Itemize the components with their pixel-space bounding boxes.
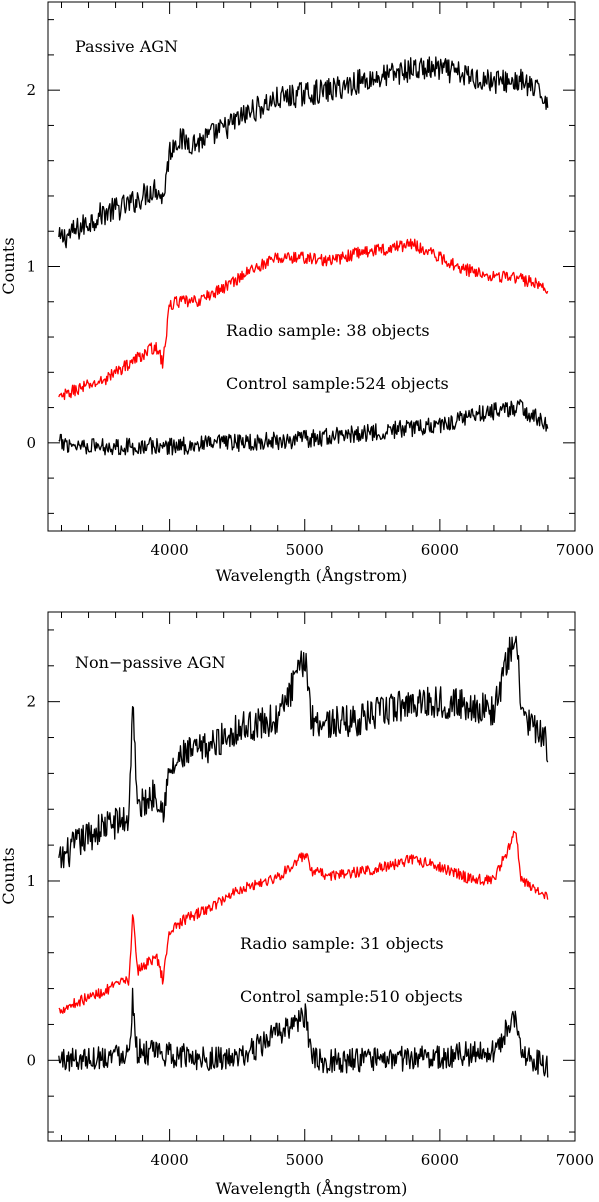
- control-sample-annotation: Control sample:524 objects: [226, 374, 449, 393]
- plot-frame: [47, 611, 576, 1142]
- x-tick-label: 5000: [286, 541, 324, 559]
- series-line-radio: [58, 238, 549, 401]
- y-tick-label: 1: [26, 258, 36, 276]
- y-tick-label: 1: [26, 872, 36, 890]
- x-tick-label: 5000: [286, 1151, 324, 1169]
- series-line-top: [58, 56, 549, 249]
- series-line-radio: [58, 830, 549, 1014]
- panel-passive-agn: 4000 5000 6000 7000 0 1 2 Wavelength (Ångstrom)…: [0, 1, 594, 585]
- panel-label: Non−passive AGN: [75, 653, 226, 672]
- y-tick-label: 2: [26, 693, 36, 711]
- x-tick-label: 6000: [421, 1151, 459, 1169]
- series-line-control: [58, 987, 549, 1078]
- panel-non-passive-agn: 4000 5000 6000 7000 0 1 2 Wavelength (Ångstrom)…: [0, 611, 594, 1198]
- y-axis-label: Counts: [0, 847, 18, 904]
- radio-sample-annotation: Radio sample: 31 objects: [240, 934, 444, 953]
- y-tick-label: 0: [26, 434, 36, 452]
- x-axis-label: Wavelength (Ångstrom): [216, 1178, 408, 1198]
- radio-sample-annotation: Radio sample: 38 objects: [226, 321, 430, 340]
- panel-label: Passive AGN: [75, 37, 178, 56]
- y-axis-label: Counts: [0, 237, 18, 294]
- x-tick-label: 4000: [151, 1151, 189, 1169]
- x-tick-label: 4000: [151, 541, 189, 559]
- series-line-control: [58, 399, 549, 456]
- x-tick-label: 7000: [556, 541, 594, 559]
- series-line-top: [58, 635, 549, 869]
- control-sample-annotation: Control sample:510 objects: [240, 987, 463, 1006]
- x-tick-label: 7000: [556, 1151, 594, 1169]
- y-tick-label: 2: [26, 81, 36, 99]
- y-tick-label: 0: [26, 1051, 36, 1069]
- x-axis-label: Wavelength (Ångstrom): [216, 565, 408, 585]
- x-tick-label: 6000: [421, 541, 459, 559]
